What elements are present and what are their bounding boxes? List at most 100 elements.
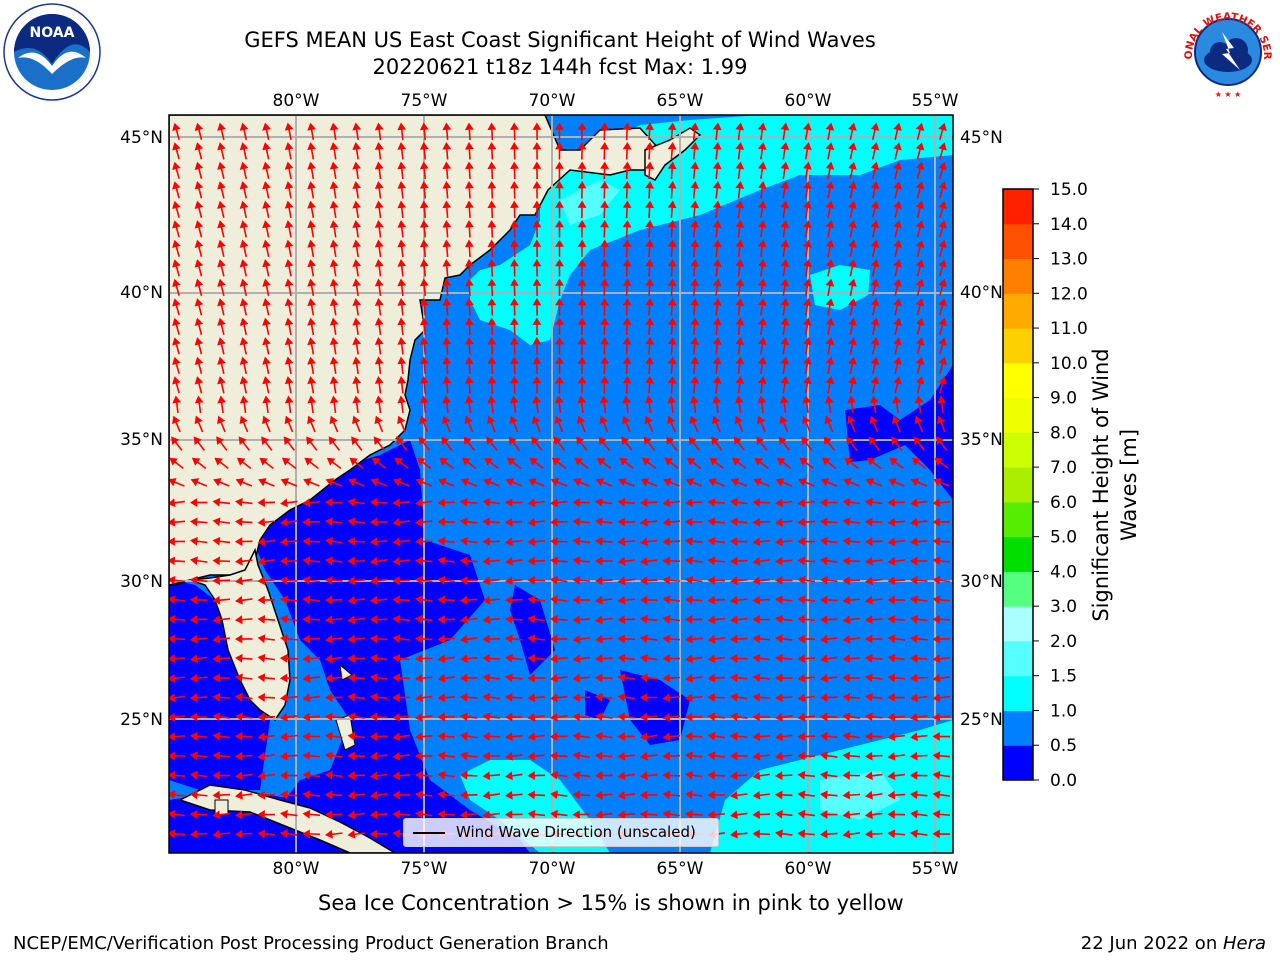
direction-arrow (684, 615, 703, 624)
direction-arrow (261, 436, 273, 451)
direction-arrow (864, 829, 883, 839)
direction-arrow (397, 298, 407, 316)
direction-arrow (302, 575, 321, 585)
direction-arrow (487, 161, 497, 180)
direction-arrow (437, 751, 456, 761)
direction-arrow (842, 634, 861, 644)
direction-arrow (825, 356, 835, 375)
direction-arrow (169, 614, 186, 624)
direction-arrow (369, 634, 388, 644)
direction-arrow (752, 790, 771, 800)
direction-arrow (482, 634, 501, 644)
direction-arrow (460, 731, 478, 741)
direction-arrow (369, 615, 388, 624)
direction-arrow (600, 297, 609, 316)
direction-arrow (234, 634, 253, 644)
direction-arrow (194, 122, 204, 140)
direction-arrow (347, 595, 366, 605)
direction-arrow (572, 810, 591, 819)
direction-arrow (459, 692, 478, 702)
direction-arrow (643, 436, 656, 451)
direction-arrow (801, 436, 813, 451)
direction-arrow (487, 297, 497, 316)
direction-arrow (307, 142, 316, 160)
direction-arrow (938, 142, 947, 160)
direction-arrow (577, 297, 587, 316)
direction-arrow (932, 634, 951, 644)
direction-arrow (707, 751, 726, 761)
direction-arrow (414, 517, 433, 527)
direction-arrow (257, 498, 276, 507)
direction-arrow (397, 356, 407, 375)
direction-arrow (374, 200, 384, 219)
direction-arrow (617, 692, 636, 702)
direction-arrow (730, 790, 748, 800)
direction-arrow (707, 517, 726, 527)
direction-arrow (532, 219, 542, 238)
direction-arrow (932, 575, 951, 585)
direction-arrow (577, 200, 587, 219)
direction-arrow (397, 317, 407, 336)
direction-arrow (825, 181, 835, 199)
colorbar-tick-label: 1.5 (1050, 667, 1077, 687)
colorbar-tick-label: 4.0 (1050, 562, 1077, 582)
direction-arrow (662, 634, 681, 644)
direction-arrow (194, 337, 204, 355)
direction-arrow (775, 537, 793, 547)
direction-arrow (869, 395, 879, 414)
direction-arrow (595, 517, 613, 527)
direction-arrow (730, 692, 748, 702)
direction-arrow (324, 712, 343, 722)
direction-arrow (194, 142, 204, 160)
direction-arrow (774, 556, 793, 566)
direction-arrow (234, 751, 253, 761)
direction-arrow (848, 239, 857, 257)
direction-arrow (397, 200, 407, 219)
direction-arrow (848, 298, 857, 316)
direction-arrow (392, 751, 411, 761)
colorbar-segment (1003, 189, 1033, 225)
lon-label: 75°W (401, 91, 448, 111)
direction-arrow (824, 395, 834, 414)
direction-arrow (307, 337, 316, 355)
land-cuba (178, 784, 397, 853)
direction-arrow (487, 180, 497, 199)
direction-arrow (819, 615, 838, 625)
direction-arrow (775, 712, 793, 722)
direction-arrow (212, 615, 231, 625)
direction-arrow (730, 615, 748, 625)
direction-arrow (169, 712, 186, 722)
direction-arrow (437, 809, 456, 819)
direction-arrow (212, 829, 231, 839)
direction-arrow (329, 317, 339, 336)
direction-arrow (325, 478, 343, 487)
lon-label: 55°W (912, 859, 959, 879)
direction-arrow (842, 615, 861, 625)
direction-arrow (910, 614, 928, 624)
direction-arrow (369, 810, 388, 820)
direction-arrow (415, 575, 433, 585)
direction-arrow (825, 200, 835, 219)
lon-labels-bottom: 80°W 75°W 70°W 65°W 60°W 55°W (273, 859, 959, 879)
direction-arrow (870, 200, 880, 218)
direction-arrow (774, 771, 793, 781)
map-title: GEFS MEAN US East Coast Significant Heig… (244, 28, 876, 52)
direction-arrow (392, 732, 411, 742)
direction-arrow (689, 415, 699, 433)
direction-arrow (848, 220, 857, 238)
direction-arrow (527, 556, 546, 566)
direction-arrow (550, 595, 568, 605)
colorbar-segment (1003, 675, 1033, 711)
direction-arrow (169, 478, 185, 487)
direction-arrow (239, 239, 249, 257)
direction-arrow (730, 595, 748, 605)
direction-arrow (865, 810, 883, 820)
direction-arrow (510, 141, 519, 160)
direction-arrow (757, 376, 767, 394)
map-frame (168, 114, 954, 854)
direction-arrow (325, 634, 343, 644)
direction-arrow (735, 200, 745, 219)
direction-arrow (550, 693, 568, 703)
direction-arrow (419, 239, 429, 258)
direction-arrow (239, 259, 249, 277)
